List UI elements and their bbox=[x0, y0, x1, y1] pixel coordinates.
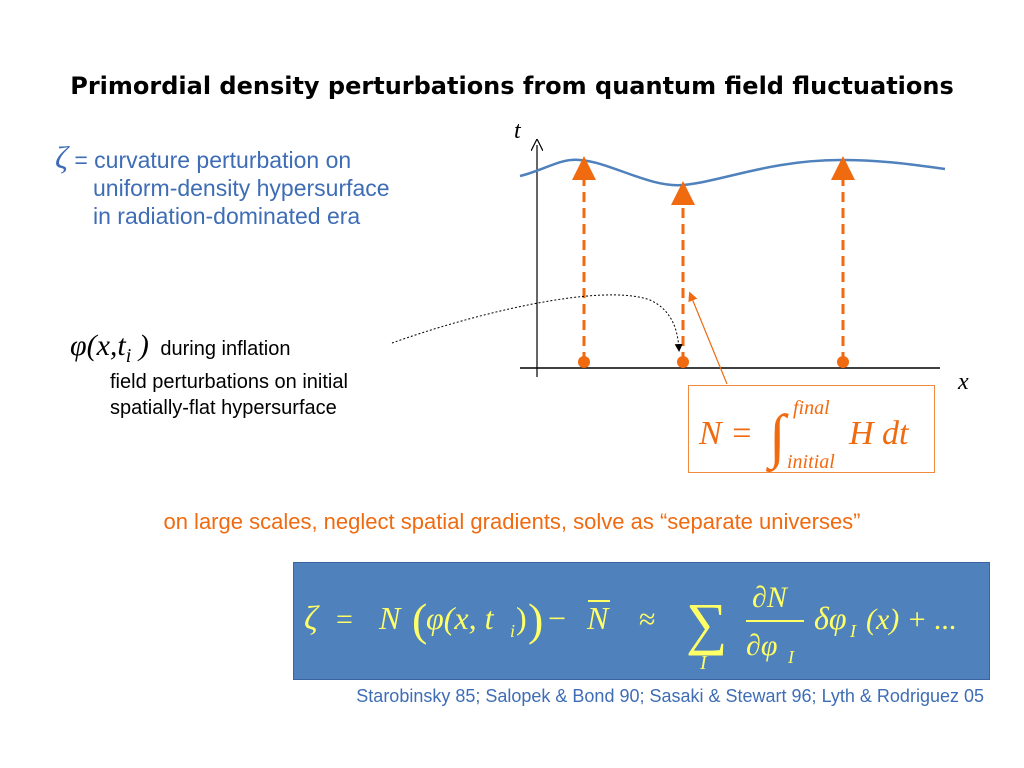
svg-text:∂N: ∂N bbox=[752, 581, 789, 614]
phi-math: φ(x,ti ) bbox=[70, 329, 149, 368]
phi-line3: spatially-flat hypersurface bbox=[110, 397, 337, 419]
svg-text:≈: ≈ bbox=[639, 603, 655, 636]
svg-text:): ) bbox=[528, 594, 543, 645]
svg-text:∫: ∫ bbox=[766, 403, 789, 472]
initial-point-3 bbox=[837, 356, 849, 368]
svg-text:(x) + ...: (x) + ... bbox=[866, 603, 957, 636]
svg-text:=: = bbox=[336, 603, 353, 636]
references: Starobinsky 85; Salopek & Bond 90; Sasak… bbox=[356, 686, 984, 706]
initial-point-1 bbox=[578, 356, 590, 368]
t-axis-label: t bbox=[514, 118, 522, 144]
nbox-pointer bbox=[688, 291, 728, 385]
svg-text:): ) bbox=[516, 600, 527, 636]
svg-text:I: I bbox=[699, 652, 708, 674]
svg-text:N: N bbox=[586, 600, 610, 636]
svg-text:∂φ: ∂φ bbox=[746, 629, 777, 662]
svg-text:(: ( bbox=[412, 594, 427, 645]
phi-description: φ(x,ti ) during inflation field perturba… bbox=[70, 331, 348, 421]
delta-n-equation: ζ = N ( φ(x, t i ) ) − N ≈ ∑ I ∂N ∂φ I δ… bbox=[304, 581, 957, 674]
zeta-definition: ζ = curvature perturbation on uniform-de… bbox=[55, 141, 390, 230]
svg-text:initial: initial bbox=[787, 451, 835, 472]
zeta-def-line3: in radiation-dominated era bbox=[93, 203, 361, 229]
svg-text:φ(x, t: φ(x, t bbox=[426, 600, 495, 636]
efold-integral-box: N = ∫ final initial H dt bbox=[688, 385, 935, 473]
zeta-def-line1: = curvature perturbation on bbox=[67, 147, 352, 173]
svg-text:−: − bbox=[548, 600, 566, 636]
efold-integral: N = ∫ final initial H dt bbox=[698, 397, 910, 473]
phi-line2: field perturbations on initial bbox=[110, 371, 348, 393]
phi-pointer bbox=[391, 294, 683, 352]
svg-text:ζ: ζ bbox=[304, 600, 320, 637]
x-axis-label: x bbox=[957, 369, 969, 395]
separate-universe-note: on large scales, neglect spatial gradien… bbox=[163, 509, 861, 534]
zeta-def-line2: uniform-density hypersurface bbox=[93, 175, 390, 201]
svg-text:I: I bbox=[787, 647, 795, 667]
svg-text:∑: ∑ bbox=[686, 591, 727, 656]
svg-text:i: i bbox=[510, 621, 515, 641]
phi-line1: during inflation bbox=[160, 338, 291, 360]
page-title: Primordial density perturbations from qu… bbox=[70, 72, 954, 100]
initial-point-2 bbox=[677, 356, 689, 368]
delta-n-equation-box: ζ = N ( φ(x, t i ) ) − N ≈ ∑ I ∂N ∂φ I δ… bbox=[293, 562, 990, 680]
svg-text:N: N bbox=[378, 600, 402, 636]
svg-text:I: I bbox=[849, 621, 857, 641]
zeta-symbol: ζ bbox=[55, 139, 68, 175]
svg-text:final: final bbox=[793, 397, 830, 419]
svg-text:N =: N = bbox=[698, 415, 753, 452]
svg-text:H dt: H dt bbox=[848, 415, 910, 452]
svg-text:δφ: δφ bbox=[814, 600, 847, 636]
